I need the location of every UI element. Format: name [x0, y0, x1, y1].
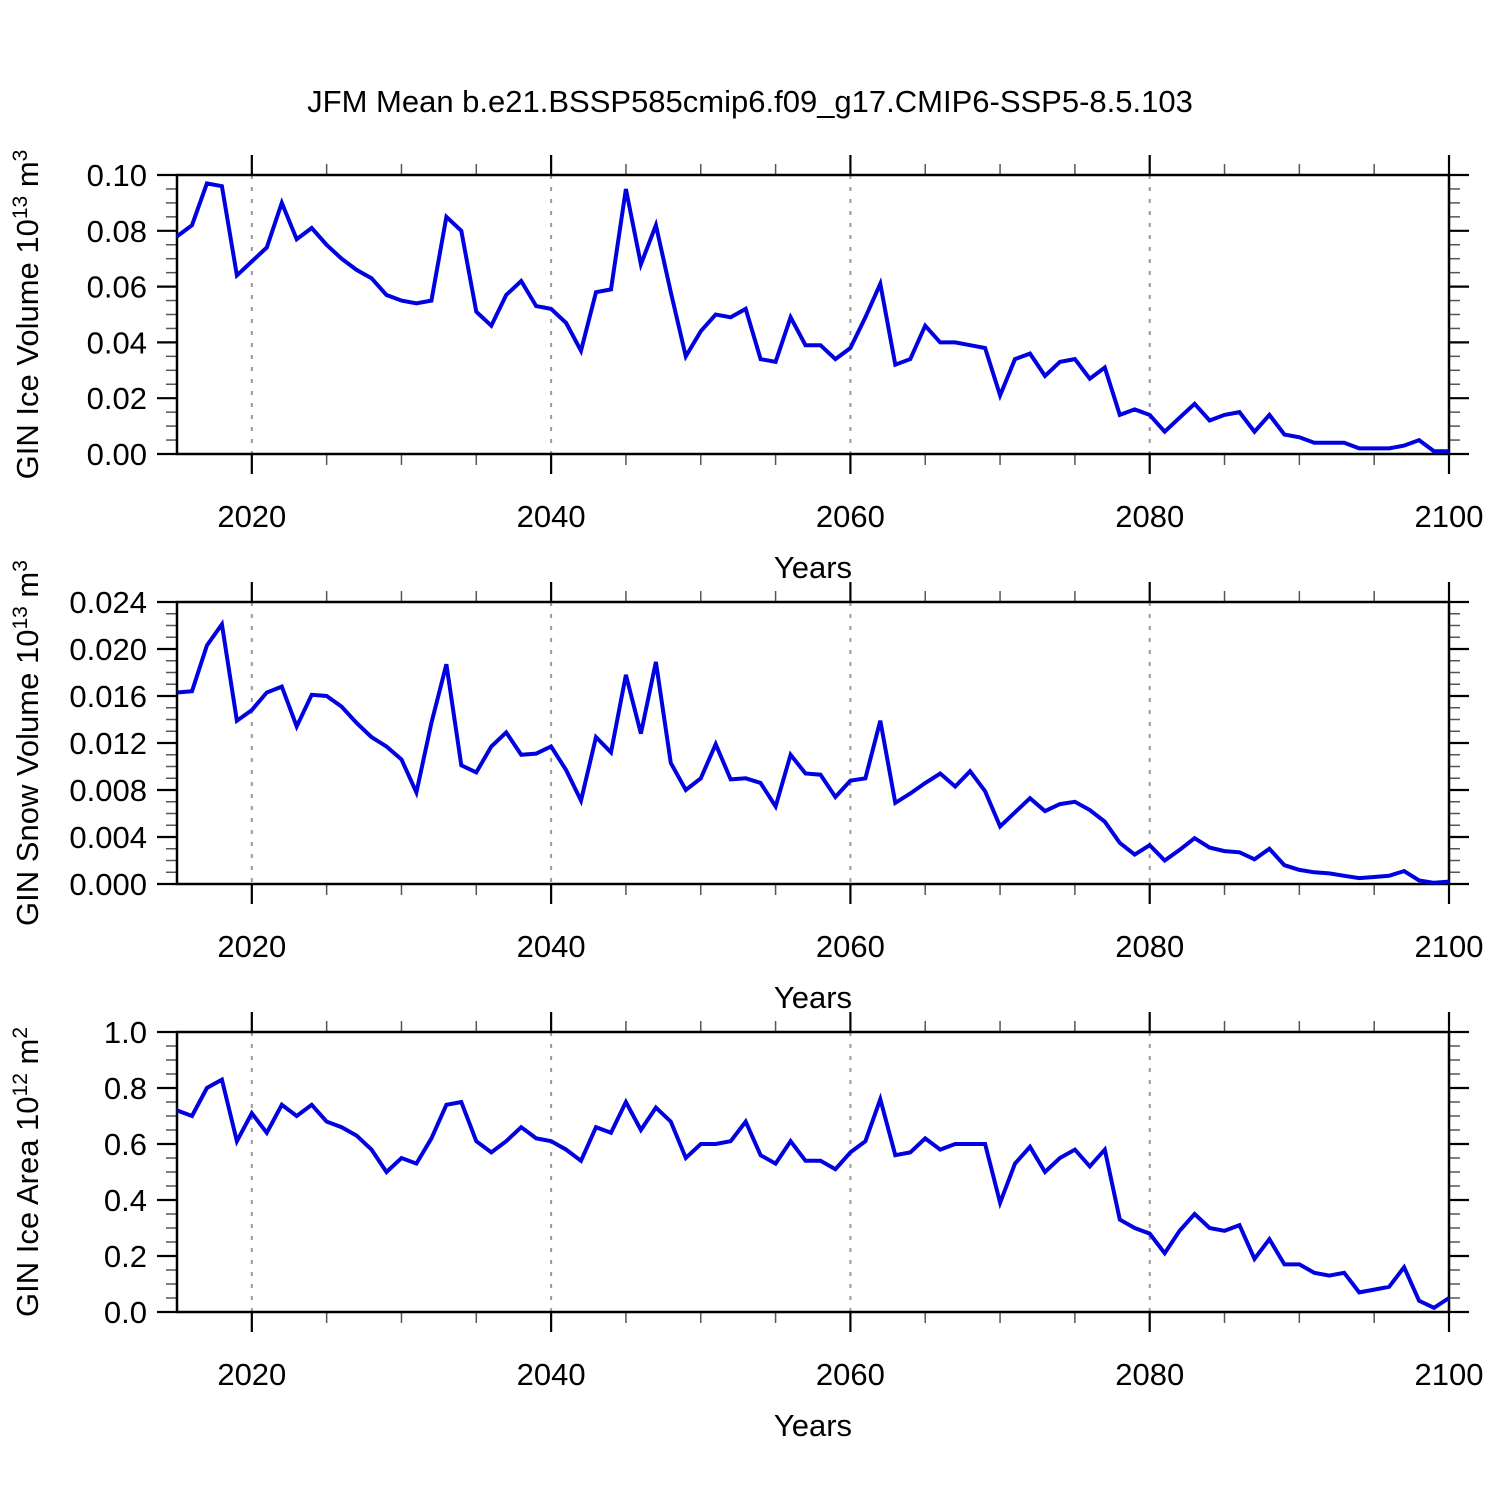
x-tick-label: 2020 [217, 929, 286, 964]
x-tick-label: 2040 [517, 1357, 586, 1392]
panel-gin-snow-volume: 0.000 0.004 0.008 0.012 0.016 0.020 0.024 2020 2… [9, 560, 1483, 1015]
chart-title: JFM Mean b.e21.BSSP585cmip6.f09_g17.CMIP… [307, 84, 1193, 119]
y-tick-label: 0.00 [87, 437, 147, 472]
x-tick-label: 2060 [816, 1357, 885, 1392]
y-tick-label: 0.000 [69, 867, 147, 902]
y-tick-label: 0.004 [69, 820, 147, 855]
x-axis-label: Years [774, 550, 852, 585]
y-axis-title: GIN Ice Volume 1013 m3 [9, 150, 45, 480]
y-tick-label: 0.02 [87, 381, 147, 416]
y-axis-title: GIN Ice Area 1012 m2 [9, 1027, 45, 1317]
y-tick-label: 0.020 [69, 632, 147, 667]
x-axis-label: Years [774, 980, 852, 1015]
plot-box [175, 600, 1451, 886]
x-tick-label: 2100 [1415, 929, 1484, 964]
x-tick-label: 2060 [816, 499, 885, 534]
x-tick-label: 2040 [517, 499, 586, 534]
y-tick-label: 0.10 [87, 158, 147, 193]
x-tick-label: 2100 [1415, 499, 1484, 534]
y-tick-label: 0.4 [104, 1183, 147, 1218]
x-tick-label: 2020 [217, 1357, 286, 1392]
data-line-gin-ice-area [176, 1076, 1451, 1311]
x-tick-label: 2040 [517, 929, 586, 964]
x-tick-label: 2080 [1115, 1357, 1184, 1392]
y-tick-label: 0.2 [104, 1239, 147, 1274]
y-tick-label: 0.8 [104, 1071, 147, 1106]
panel-gin-ice-area: 0.0 0.2 0.4 0.6 0.8 1.0 2020 2040 2060 2080 2100 Ye… [9, 1012, 1483, 1443]
plot-box [175, 1030, 1451, 1314]
x-tick-label: 2080 [1115, 499, 1184, 534]
y-tick-label: 0.04 [87, 325, 147, 360]
panel-gin-ice-volume: 0.00 0.02 0.04 0.06 0.08 0.10 2020 2040 2060 2080… [9, 150, 1483, 585]
y-tick-label: 0.0 [104, 1295, 147, 1330]
y-tick-label: 0.6 [104, 1127, 147, 1162]
y-axis-title: GIN Snow Volume 1013 m3 [9, 560, 45, 926]
y-tick-label: 0.08 [87, 214, 147, 249]
x-tick-label: 2020 [217, 499, 286, 534]
plot-box [175, 173, 1451, 456]
data-line-gin-ice-volume [175, 181, 1449, 454]
y-tick-label: 0.008 [69, 773, 147, 808]
y-tick-label: 0.016 [69, 679, 147, 714]
y-tick-label: 0.06 [87, 270, 147, 305]
x-tick-label: 2080 [1115, 929, 1184, 964]
y-tick-label: 0.024 [69, 585, 147, 620]
x-axis-label: Years [774, 1408, 852, 1443]
data-line-gin-snow-volume [176, 619, 1450, 885]
x-tick-label: 2060 [816, 929, 885, 964]
x-tick-label: 2100 [1415, 1357, 1484, 1392]
y-tick-label: 1.0 [104, 1015, 147, 1050]
y-tick-label: 0.012 [69, 726, 147, 761]
